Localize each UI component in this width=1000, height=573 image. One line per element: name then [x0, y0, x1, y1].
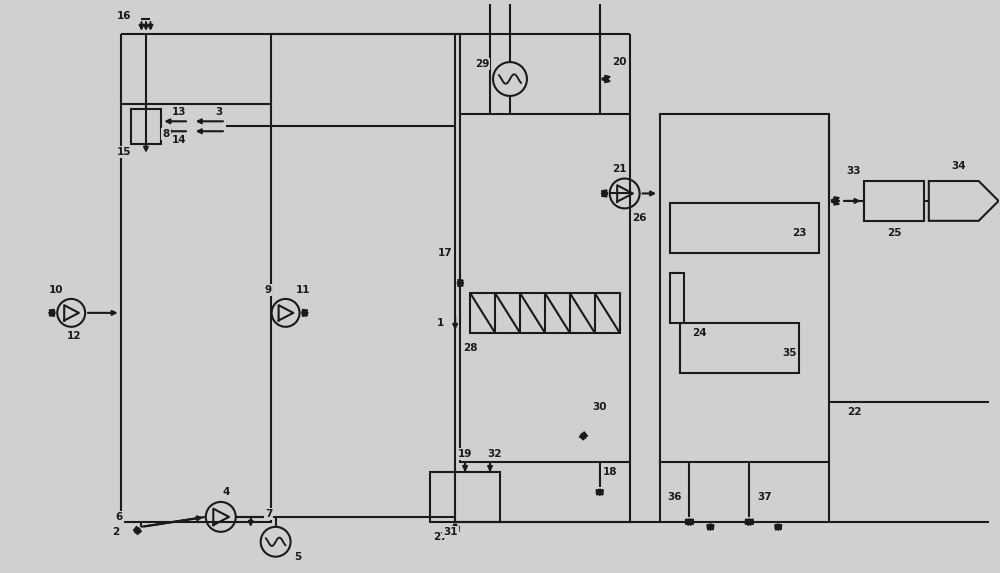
Text: 29: 29	[475, 59, 489, 69]
Text: 16: 16	[117, 11, 131, 21]
Text: 19: 19	[458, 449, 472, 459]
Text: 20: 20	[612, 57, 627, 67]
Bar	[660, 114, 829, 462]
Text: 5: 5	[294, 552, 301, 562]
Text: 28: 28	[463, 343, 477, 353]
Text: 4: 4	[222, 487, 229, 497]
Bar	[670, 273, 684, 323]
Text: 34: 34	[951, 161, 966, 171]
Bar	[680, 323, 799, 372]
Text: 1: 1	[437, 318, 444, 328]
Text: 31: 31	[443, 527, 457, 537]
Text: 15: 15	[117, 147, 131, 156]
Text: 2: 2	[112, 527, 120, 537]
Text: 8: 8	[162, 129, 170, 139]
Text: 21: 21	[612, 163, 627, 174]
Text: 14: 14	[172, 135, 186, 145]
Text: 37: 37	[757, 492, 772, 502]
Text: 36: 36	[667, 492, 682, 502]
Text: 11: 11	[296, 285, 311, 295]
Bar	[470, 293, 620, 333]
Text: 30: 30	[592, 402, 607, 413]
Text: 22: 22	[847, 407, 861, 417]
Text: 23: 23	[792, 228, 806, 238]
Text: 32: 32	[488, 449, 502, 459]
Text: 33: 33	[847, 166, 861, 176]
Bar	[670, 203, 819, 253]
Text: 10: 10	[49, 285, 63, 295]
Bar	[131, 109, 161, 144]
Text: 24: 24	[692, 328, 707, 337]
Text: 6: 6	[115, 512, 123, 522]
Text: 9: 9	[264, 285, 271, 295]
Text: 17: 17	[438, 248, 452, 258]
Bar	[430, 472, 500, 522]
Text: 25: 25	[887, 227, 901, 238]
Text: 26: 26	[632, 213, 647, 223]
Text: 27: 27	[433, 532, 447, 542]
Text: 18: 18	[602, 467, 617, 477]
Text: 13: 13	[172, 107, 186, 117]
Bar	[460, 114, 630, 462]
Text: 35: 35	[782, 348, 796, 358]
Text: 7: 7	[265, 509, 272, 519]
Bar	[121, 104, 271, 522]
Text: 12: 12	[67, 331, 81, 341]
Text: 3: 3	[215, 107, 222, 117]
Bar	[864, 181, 924, 221]
